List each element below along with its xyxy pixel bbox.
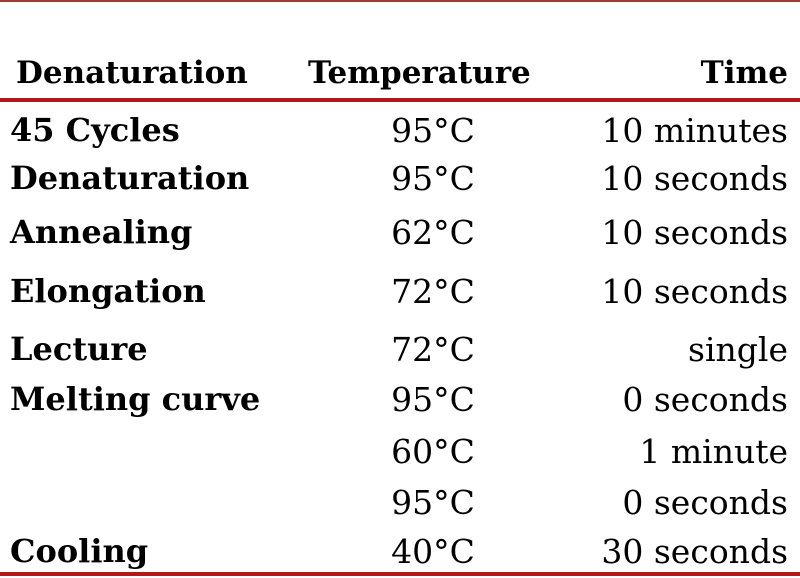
- column-header-step: Denaturation: [16, 55, 248, 91]
- time-cell: 0 seconds: [622, 380, 788, 419]
- time-cell: 30 seconds: [601, 532, 788, 571]
- top-border: [0, 0, 800, 2]
- temperature-cell: 72°C: [391, 330, 475, 369]
- time-cell: 10 seconds: [601, 272, 788, 311]
- temperature-cell: 72°C: [391, 272, 475, 311]
- temperature-cell: 95°C: [391, 380, 475, 419]
- step-cell: Lecture: [10, 330, 148, 368]
- temperature-cell: 95°C: [391, 111, 475, 150]
- column-header-temperature: Temperature: [308, 55, 531, 91]
- step-cell: Denaturation: [10, 159, 250, 197]
- temperature-cell: 40°C: [391, 532, 475, 571]
- step-cell: 45 Cycles: [10, 111, 180, 149]
- temperature-cell: 60°C: [391, 432, 475, 471]
- step-cell: Elongation: [10, 272, 206, 310]
- header-divider: [0, 98, 800, 102]
- time-cell: single: [688, 330, 788, 369]
- time-cell: 0 seconds: [622, 483, 788, 522]
- time-cell: 10 seconds: [601, 213, 788, 252]
- step-cell: Annealing: [10, 213, 193, 251]
- time-cell: 1 minute: [639, 432, 788, 471]
- temperature-cell: 95°C: [391, 483, 475, 522]
- time-cell: 10 seconds: [601, 159, 788, 198]
- bottom-border: [0, 572, 800, 576]
- time-cell: 10 minutes: [601, 111, 788, 150]
- temperature-cell: 95°C: [391, 159, 475, 198]
- temperature-cell: 62°C: [391, 213, 475, 252]
- step-cell: Cooling: [10, 532, 149, 570]
- step-cell: Melting curve: [10, 380, 261, 418]
- column-header-time: Time: [700, 55, 788, 91]
